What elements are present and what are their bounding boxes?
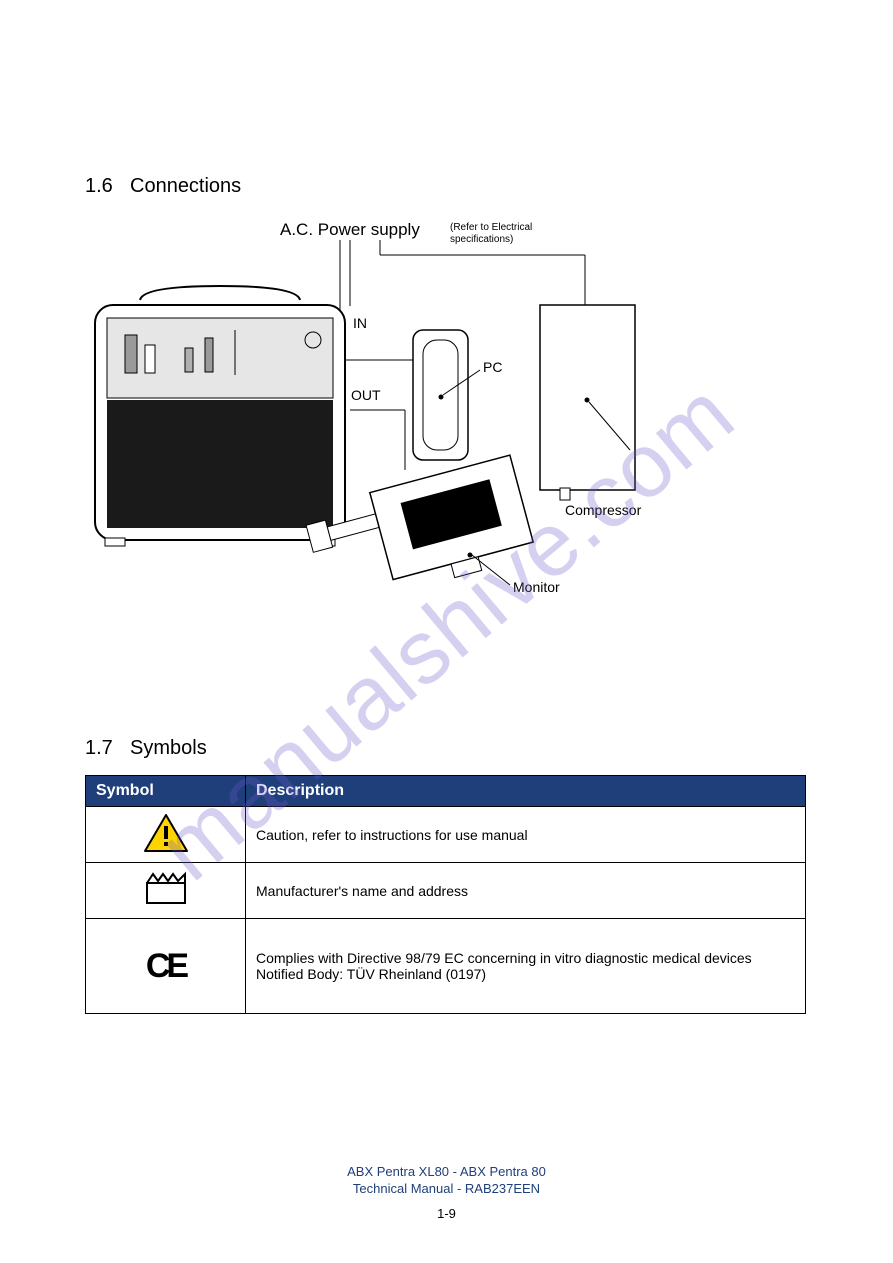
svg-text:PC: PC [483, 359, 502, 375]
connections-diagram: A.C. Power supply (Refer to Electrical s… [85, 210, 715, 640]
section-number-1: 1.6 [85, 175, 113, 198]
table-header-symbol: Symbol [86, 776, 246, 807]
section-title-1: Connections [130, 175, 241, 198]
table-cell-desc: Manufacturer's name and address [246, 863, 806, 919]
warning-icon [143, 813, 189, 853]
manufacturer-icon [141, 869, 191, 909]
table-cell-desc: Caution, refer to instructions for use m… [246, 807, 806, 863]
section-title-2: Symbols [130, 737, 207, 760]
table-row: Caution, refer to instructions for use m… [86, 807, 806, 863]
page-footer: ABX Pentra XL80 - ABX Pentra 80 Technica… [0, 1162, 893, 1223]
footer-page-number: 1-9 [0, 1206, 893, 1221]
table-cell-desc: Complies with Directive 98/79 EC concern… [246, 919, 806, 1014]
symbols-table: Symbol Description Caution, refer to ins… [85, 775, 806, 1014]
svg-text:Compressor: Compressor [565, 502, 642, 518]
svg-text:specifications): specifications) [450, 234, 513, 245]
table-row: CE Complies with Directive 98/79 EC conc… [86, 919, 806, 1014]
footer-line-2: Technical Manual - RAB237EEN [0, 1181, 893, 1196]
table-header-row: Symbol Description [86, 776, 806, 807]
svg-text:OUT: OUT [351, 387, 381, 403]
ac-power-label: A.C. Power supply [280, 220, 420, 239]
section-number-2: 1.7 [85, 737, 113, 760]
ce-icon-cell: CE [86, 919, 246, 1014]
svg-text:IN: IN [353, 315, 367, 331]
manufacturer-icon-cell [86, 863, 246, 919]
ce-mark-icon: CE [146, 947, 185, 985]
svg-text:(Refer to Electrical: (Refer to Electrical [450, 222, 532, 233]
svg-text:Monitor: Monitor [513, 579, 560, 595]
warning-icon-cell [86, 807, 246, 863]
table-header-description: Description [246, 776, 806, 807]
footer-line-1: ABX Pentra XL80 - ABX Pentra 80 [0, 1164, 893, 1179]
table-row: Manufacturer's name and address [86, 863, 806, 919]
